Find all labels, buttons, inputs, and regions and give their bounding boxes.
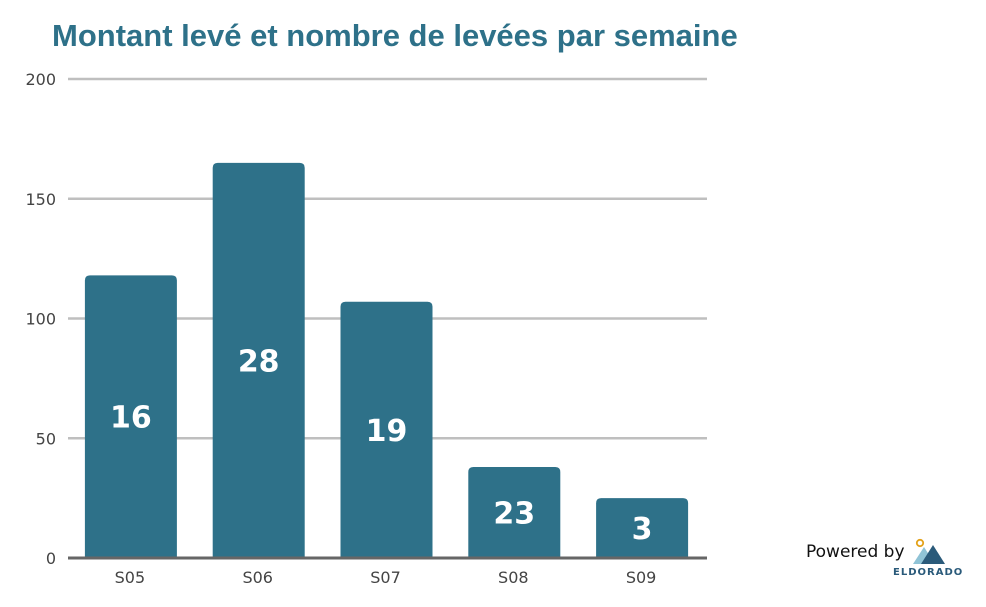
bar	[596, 498, 689, 558]
powered-by-credit[interactable]: Powered by	[806, 538, 945, 566]
bar-data-label: 3	[632, 512, 653, 547]
bar	[468, 466, 561, 558]
bar	[84, 275, 177, 558]
bar-data-label: 19	[366, 414, 408, 449]
x-tick-label: S09	[626, 568, 657, 587]
x-tick-label: S08	[498, 568, 529, 587]
x-tick-label: S07	[370, 568, 401, 587]
bar-data-label: 16	[110, 401, 152, 436]
bar	[340, 301, 433, 558]
y-tick-label: 100	[25, 310, 56, 329]
bar-data-label: 28	[238, 344, 280, 379]
brand-name: ELDORADO	[893, 567, 964, 578]
bar-data-label: 23	[493, 496, 535, 531]
y-tick-label: 200	[25, 70, 56, 89]
x-tick-label: S06	[242, 568, 273, 587]
mountain-logo-icon	[912, 538, 945, 564]
y-tick-label: 150	[25, 190, 56, 209]
bar	[212, 162, 305, 558]
y-tick-label: 0	[46, 549, 56, 568]
y-tick-label: 50	[36, 429, 56, 448]
x-tick-label: S05	[115, 568, 146, 587]
powered-by-text: Powered by	[806, 542, 905, 562]
chart-title: Montant levé et nombre de levées par sem…	[52, 18, 738, 53]
